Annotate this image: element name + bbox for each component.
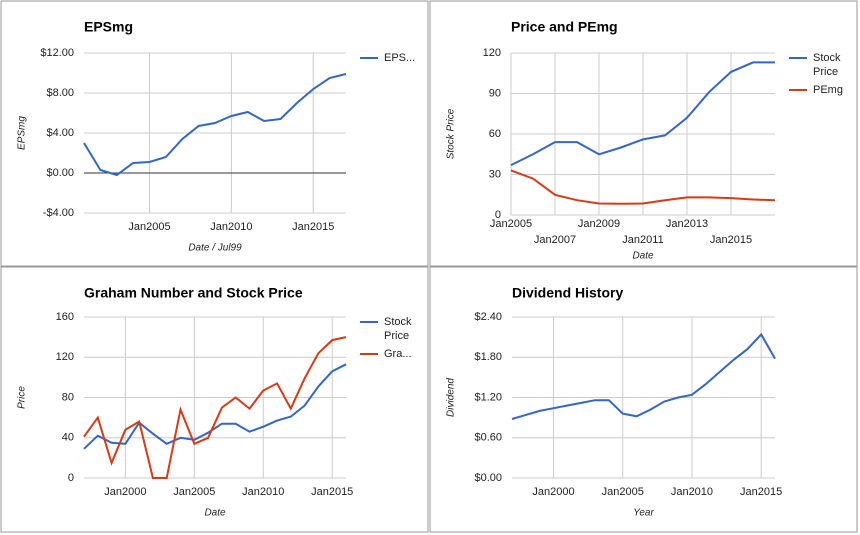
y-tick-label: $8.00 — [46, 87, 74, 99]
x-tick-label: Jan2005 — [173, 486, 215, 498]
x-tick-label: Jan2009 — [578, 218, 620, 230]
x-tick-label: Jan2007 — [534, 234, 576, 246]
y-tick-label: 40 — [62, 432, 74, 444]
x-tick-label: Jan2010 — [210, 221, 252, 233]
legend-label: Gra... — [384, 348, 412, 360]
chart-title: Price and PEmg — [511, 19, 618, 35]
y-tick-label: $0.00 — [46, 167, 74, 179]
series-line — [83, 73, 347, 177]
y-axis-title: EPSmg — [17, 116, 28, 150]
chart-title: Dividend History — [512, 285, 623, 301]
legend-label: EPS... — [384, 52, 415, 64]
y-tick-label: 90 — [489, 87, 501, 99]
y-tick-label: $0.60 — [474, 432, 502, 444]
y-axis-title: Price — [17, 386, 28, 409]
x-tick-label: Jan2015 — [292, 221, 334, 233]
x-axis-title: Date / Jul99 — [188, 243, 242, 254]
y-tick-label: -$4.00 — [43, 207, 74, 219]
x-axis-title: Year — [633, 508, 654, 519]
y-tick-label: $2.40 — [474, 311, 502, 323]
x-tick-label: Jan2015 — [740, 486, 782, 498]
x-tick-label: Jan2013 — [666, 218, 708, 230]
x-tick-label: Jan2000 — [104, 486, 146, 498]
series-line — [83, 363, 347, 450]
series-line — [510, 169, 776, 205]
x-tick-label: Jan2010 — [671, 486, 713, 498]
series-line — [511, 332, 776, 420]
legend-label: Stock Price — [384, 316, 415, 342]
y-tick-label: $4.00 — [46, 127, 74, 139]
y-tick-label: $0.00 — [474, 472, 502, 484]
chart-title: Graham Number and Stock Price — [84, 285, 303, 301]
y-tick-label: $12.00 — [40, 47, 74, 59]
panel — [429, 266, 858, 533]
y-axis-title: Stock Price — [446, 108, 457, 159]
x-tick-label: Jan2005 — [490, 218, 532, 230]
x-tick-label: Jan2015 — [311, 486, 353, 498]
x-axis-title: Date — [204, 508, 226, 519]
chart-title: EPSmg — [84, 19, 133, 35]
x-axis-title: Date — [632, 251, 654, 262]
y-tick-label: 30 — [489, 168, 501, 180]
y-tick-label: $1.80 — [474, 351, 502, 363]
y-tick-label: 80 — [62, 391, 74, 403]
x-tick-label: Jan2011 — [622, 234, 663, 246]
y-tick-label: 0 — [495, 209, 501, 221]
x-tick-label: Jan2005 — [602, 486, 644, 498]
series-line — [510, 61, 775, 166]
series-line — [83, 336, 347, 479]
legend-label: Stock Price — [813, 52, 844, 78]
y-tick-label: 120 — [483, 47, 501, 59]
y-tick-label: 60 — [489, 128, 501, 140]
y-tick-label: 160 — [56, 311, 74, 323]
y-axis-title: Dividend — [446, 378, 457, 417]
y-tick-label: 120 — [56, 351, 74, 363]
panel — [0, 266, 429, 533]
y-tick-label: $1.20 — [474, 391, 502, 403]
legend-label: PEmg — [813, 84, 843, 96]
y-tick-label: 0 — [68, 472, 74, 484]
x-tick-label: Jan2005 — [128, 221, 170, 233]
x-tick-label: Jan2000 — [532, 486, 574, 498]
x-tick-label: Jan2010 — [242, 486, 284, 498]
x-tick-label: Jan2015 — [710, 234, 752, 246]
